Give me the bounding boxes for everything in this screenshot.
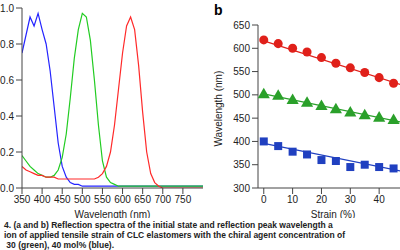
svg-text:Wavelength (nm): Wavelength (nm) — [213, 71, 224, 147]
svg-text:500: 500 — [74, 194, 91, 205]
svg-text:300: 300 — [233, 183, 250, 194]
svg-text:20: 20 — [316, 194, 328, 205]
svg-text:1.0: 1.0 — [8, 3, 14, 14]
svg-text:450: 450 — [233, 113, 250, 124]
html-text:ion of applied tensile strain: ion of applied tensile strain of CLC ela… — [4, 230, 345, 240]
html-text:b: b — [214, 2, 223, 18]
svg-text:750: 750 — [175, 194, 192, 205]
svg-text:550: 550 — [94, 194, 111, 205]
svg-text:30: 30 — [345, 194, 357, 205]
svg-text:0.0: 0.0 — [8, 183, 14, 194]
svg-text:0.2: 0.2 — [8, 147, 14, 158]
svg-text:450: 450 — [54, 194, 71, 205]
svg-text:350: 350 — [233, 159, 250, 170]
svg-text:0.8: 0.8 — [8, 39, 14, 50]
svg-text:650: 650 — [134, 194, 151, 205]
svg-text:600: 600 — [233, 43, 250, 54]
svg-text:Wavelength (nm): Wavelength (nm) — [75, 209, 151, 218]
html-text:4. (a and b) Reflection spectr: 4. (a and b) Reflection spectra of the i… — [4, 220, 333, 230]
svg-text:650: 650 — [233, 20, 250, 31]
svg-text:400: 400 — [233, 136, 250, 147]
svg-text:Strain (%): Strain (%) — [311, 209, 355, 218]
svg-text:400: 400 — [34, 194, 51, 205]
svg-text:500: 500 — [233, 89, 250, 100]
svg-text:600: 600 — [114, 194, 131, 205]
svg-text:0: 0 — [261, 194, 267, 205]
svg-text:350: 350 — [14, 194, 31, 205]
svg-text:700: 700 — [154, 194, 171, 205]
svg-text:550: 550 — [233, 66, 250, 77]
html-text:30 (green), 40 mol% (blue).: 30 (green), 40 mol% (blue). — [4, 240, 115, 250]
svg-text:40: 40 — [374, 194, 386, 205]
svg-text:10: 10 — [287, 194, 299, 205]
svg-text:0.4: 0.4 — [8, 111, 14, 122]
svg-text:0.6: 0.6 — [8, 75, 14, 86]
